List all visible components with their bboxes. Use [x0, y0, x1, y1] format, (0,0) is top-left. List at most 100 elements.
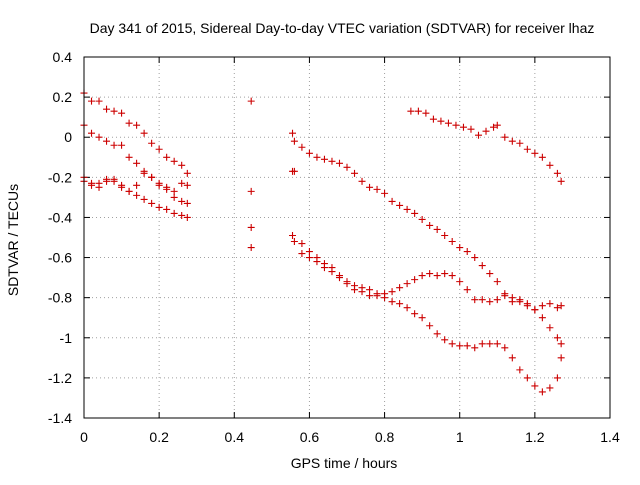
data-point: [343, 280, 351, 288]
data-point: [289, 129, 297, 137]
data-point: [140, 129, 148, 137]
data-point: [335, 159, 343, 167]
data-point: [538, 388, 546, 396]
data-point: [351, 286, 359, 294]
data-point: [351, 169, 359, 177]
data-point: [320, 155, 328, 163]
data-point: [366, 183, 374, 191]
data-point: [388, 298, 396, 306]
data-point: [418, 272, 426, 280]
y-tick-label: 0.2: [53, 89, 73, 105]
data-point: [531, 149, 539, 157]
data-point: [335, 272, 343, 280]
data-point: [508, 294, 516, 302]
data-point: [320, 260, 328, 268]
data-point: [429, 115, 437, 123]
data-point: [553, 169, 561, 177]
data-point: [557, 302, 565, 310]
data-point: [178, 211, 186, 219]
data-point: [437, 117, 445, 125]
data-point: [133, 159, 141, 167]
data-point: [493, 278, 501, 286]
data-point: [471, 344, 479, 352]
x-tick-label: 0.8: [375, 429, 395, 445]
data-point: [456, 278, 464, 286]
data-point: [148, 199, 156, 207]
data-point: [381, 189, 389, 197]
series-H: [289, 231, 565, 348]
data-point: [557, 177, 565, 185]
data-point: [366, 292, 374, 300]
y-tick-label: -0.2: [48, 169, 72, 185]
data-point: [313, 153, 321, 161]
data-point: [148, 139, 156, 147]
data-point: [178, 161, 186, 169]
data-point: [140, 169, 148, 177]
data-point: [490, 123, 498, 131]
data-point: [178, 197, 186, 205]
data-point: [478, 340, 486, 348]
grid-layer: [84, 57, 610, 418]
data-point: [546, 324, 554, 332]
data-point: [475, 131, 482, 139]
data-point: [482, 127, 490, 135]
data-point: [448, 238, 456, 246]
data-point: [178, 179, 186, 187]
data-point: [183, 213, 191, 221]
tick-layer: 0 0.2 0.4 0.6 0.8 1 1.2 1.4 -1.4 -1.2 -1 -0.8 -0.6 -0…: [48, 49, 620, 445]
data-point: [426, 221, 434, 229]
data-point: [471, 254, 479, 262]
series-I: [407, 107, 565, 185]
data-point: [486, 298, 494, 306]
data-point: [155, 145, 163, 153]
data-point: [298, 240, 306, 248]
data-point: [501, 133, 509, 141]
data-point: [516, 366, 524, 374]
data-point: [418, 215, 426, 223]
data-point: [305, 254, 313, 262]
data-point: [373, 185, 381, 193]
data-point: [463, 286, 471, 294]
data-point: [118, 109, 126, 117]
data-point: [247, 223, 255, 231]
data-point: [163, 205, 171, 213]
y-tick-label: -1.2: [48, 370, 72, 386]
y-tick-label: 0: [64, 129, 72, 145]
data-point: [546, 161, 554, 169]
data-point: [403, 205, 411, 213]
data-point: [459, 123, 467, 131]
data-point: [290, 167, 298, 175]
data-point: [155, 203, 163, 211]
series-G: [289, 129, 565, 314]
series-C: [80, 169, 191, 195]
data-point: [163, 153, 171, 161]
data-point: [358, 288, 366, 296]
data-point: [516, 296, 524, 304]
data-point: [125, 187, 133, 195]
data-point: [508, 137, 516, 145]
data-point: [170, 193, 178, 201]
data-point: [493, 340, 501, 348]
data-point: [298, 143, 306, 151]
data-point: [486, 270, 494, 278]
data-point: [155, 179, 163, 187]
data-point: [493, 121, 501, 129]
x-tick-label: 0: [80, 429, 88, 445]
data-point: [313, 254, 321, 262]
data-point: [305, 149, 313, 157]
x-tick-label: 1: [456, 429, 464, 445]
data-point: [523, 374, 531, 382]
y-tick-label: 0.4: [53, 49, 73, 65]
data-point: [328, 157, 336, 165]
data-point: [110, 177, 118, 185]
data-point: [538, 302, 546, 310]
data-point: [148, 173, 156, 181]
data-point: [163, 183, 171, 191]
data-point: [493, 296, 501, 304]
data-point: [396, 284, 404, 292]
y-tick-label: -0.4: [48, 209, 72, 225]
data-point: [358, 177, 366, 185]
data-point: [486, 340, 494, 348]
data-point: [478, 296, 486, 304]
